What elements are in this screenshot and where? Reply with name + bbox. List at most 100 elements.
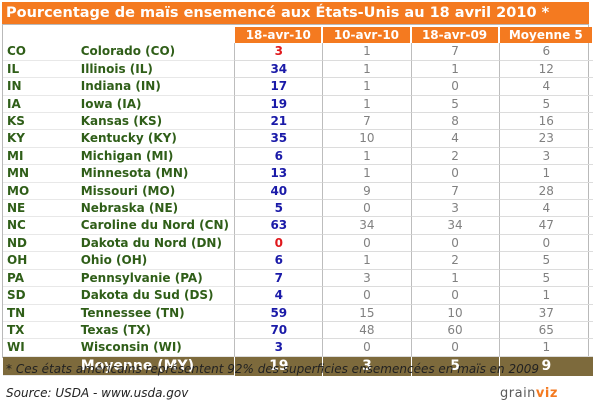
state-name: Kansas (KS) — [76, 113, 235, 131]
value-current: 70 — [234, 321, 323, 340]
state-name: Pennsylvanie (PA) — [76, 270, 235, 288]
table-row: MN Minnesota (MN) 13 1 0 1 — [3, 165, 593, 183]
state-name: Nebraska (NE) — [76, 200, 235, 218]
average-last-year: 5 — [410, 356, 499, 376]
value-current: 34 — [234, 60, 323, 79]
state-abbr: MN — [3, 165, 77, 183]
table-row: ND Dakota du Nord (DN) 0 0 0 0 — [3, 234, 593, 253]
value-prev-week: 1 — [322, 147, 411, 166]
average-blank — [3, 356, 77, 376]
value-five-year: 6 — [498, 43, 593, 61]
value-last-year: 1 — [410, 60, 499, 79]
state-name: Dakota du Sud (DS) — [76, 287, 235, 305]
table-row: IA Iowa (IA) 19 1 5 5 — [3, 95, 593, 114]
state-name: Iowa (IA) — [76, 96, 235, 114]
value-prev-week: 10 — [322, 130, 411, 148]
average-prev-week: 3 — [322, 356, 411, 376]
value-last-year: 3 — [410, 200, 499, 218]
state-abbr: KS — [3, 113, 77, 131]
value-five-year: 1 — [498, 165, 593, 183]
table-row: PA Pennsylvanie (PA) 7 3 1 5 — [3, 269, 593, 288]
value-prev-week: 1 — [322, 252, 411, 270]
value-last-year: 10 — [410, 304, 499, 322]
value-current: 7 — [234, 269, 323, 288]
state-name: Kentucky (KY) — [76, 130, 235, 148]
value-prev-week: 0 — [322, 200, 411, 218]
state-abbr: NC — [3, 217, 77, 235]
table-row: IN Indiana (IN) 17 1 0 4 — [3, 78, 593, 96]
state-name: Michigan (MI) — [76, 148, 235, 166]
header-blank-abbr — [3, 27, 77, 44]
table-row: IL Illinois (IL) 34 1 1 12 — [3, 60, 593, 79]
state-name: Illinois (IL) — [76, 61, 235, 79]
column-header: 18-avr-09 — [410, 27, 499, 44]
value-prev-week: 1 — [322, 95, 411, 114]
average-label: Moyenne (MY) — [76, 356, 235, 376]
value-five-year: 0 — [498, 234, 593, 253]
value-last-year: 0 — [410, 234, 499, 253]
value-prev-week: 1 — [322, 43, 411, 61]
value-prev-week: 0 — [322, 339, 411, 357]
value-current: 6 — [234, 252, 323, 270]
value-current: 63 — [234, 217, 323, 235]
state-abbr: PA — [3, 270, 77, 288]
table-row: NE Nebraska (NE) 5 0 3 4 — [3, 200, 593, 218]
value-prev-week: 1 — [322, 165, 411, 183]
value-prev-week: 0 — [322, 234, 411, 253]
value-last-year: 8 — [410, 113, 499, 131]
state-abbr: ND — [3, 235, 77, 253]
value-five-year: 37 — [498, 304, 593, 322]
value-current: 0 — [234, 234, 323, 253]
value-last-year: 5 — [410, 95, 499, 114]
value-last-year: 7 — [410, 43, 499, 61]
table-row: NC Caroline du Nord (CN) 63 34 34 47 — [3, 217, 593, 235]
state-abbr: TN — [3, 305, 77, 322]
table-row: MO Missouri (MO) 40 9 7 28 — [3, 182, 593, 201]
table-row: KS Kansas (KS) 21 7 8 16 — [3, 113, 593, 131]
state-abbr: TX — [3, 322, 77, 340]
value-prev-week: 48 — [322, 321, 411, 340]
value-current: 3 — [234, 339, 323, 357]
value-last-year: 60 — [410, 321, 499, 340]
value-prev-week: 7 — [322, 113, 411, 131]
source-line: Source: USDA - www.usda.gov — [6, 386, 189, 400]
value-five-year: 47 — [498, 217, 593, 235]
state-name: Wisconsin (WI) — [76, 339, 235, 357]
state-abbr: MI — [3, 148, 77, 166]
value-last-year: 4 — [410, 130, 499, 148]
value-last-year: 2 — [410, 252, 499, 270]
value-five-year: 16 — [498, 113, 593, 131]
state-name: Indiana (IN) — [76, 78, 235, 96]
table-body: CO Colorado (CO) 3 1 7 6 IL Illinois (IL) 34 1 1 12… — [3, 43, 593, 357]
value-current: 59 — [234, 304, 323, 322]
average-row: Moyenne (MY) 19 3 5 9 — [3, 356, 593, 376]
value-five-year: 12 — [498, 60, 593, 79]
state-abbr: KY — [3, 130, 77, 148]
table-row: TN Tennessee (TN) 59 15 10 37 — [3, 304, 593, 322]
value-five-year: 5 — [498, 252, 593, 270]
logo-text-grain: grain — [500, 386, 536, 401]
table-row: MI Michigan (MI) 6 1 2 3 — [3, 147, 593, 166]
value-five-year: 1 — [498, 287, 593, 305]
value-current: 40 — [234, 182, 323, 201]
value-five-year: 28 — [498, 182, 593, 201]
table-row: WI Wisconsin (WI) 3 0 0 1 — [3, 339, 593, 357]
table-title: Pourcentage de maïs ensemencé aux États-… — [2, 2, 589, 24]
state-name: Ohio (OH) — [76, 252, 235, 270]
table-row: CO Colorado (CO) 3 1 7 6 — [3, 43, 593, 61]
value-current: 21 — [234, 113, 323, 131]
table-row: TX Texas (TX) 70 48 60 65 — [3, 321, 593, 340]
state-name: Colorado (CO) — [76, 43, 235, 61]
value-current: 5 — [234, 200, 323, 218]
state-name: Tennessee (TN) — [76, 305, 235, 322]
value-prev-week: 1 — [322, 78, 411, 96]
value-last-year: 34 — [410, 217, 499, 235]
value-five-year: 1 — [498, 339, 593, 357]
header-row: 18-avr-10 10-avr-10 18-avr-09 Moyenne 5 — [3, 27, 593, 44]
state-abbr: OH — [3, 252, 77, 270]
value-five-year: 23 — [498, 130, 593, 148]
table-row: SD Dakota du Sud (DS) 4 0 0 1 — [3, 287, 593, 305]
value-five-year: 4 — [498, 200, 593, 218]
table-row: KY Kentucky (KY) 35 10 4 23 — [3, 130, 593, 148]
column-header: 10-avr-10 — [322, 27, 411, 44]
